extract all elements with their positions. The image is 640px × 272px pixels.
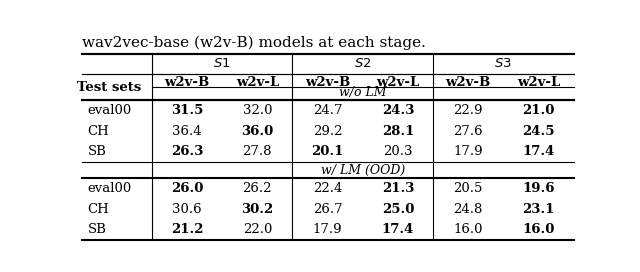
Text: 20.3: 20.3 (383, 145, 413, 158)
Text: 32.0: 32.0 (243, 104, 272, 117)
Text: 17.4: 17.4 (381, 223, 414, 236)
Text: 26.2: 26.2 (243, 182, 272, 195)
Text: 36.4: 36.4 (172, 125, 202, 138)
Text: 25.0: 25.0 (381, 203, 414, 216)
Text: w/ LM (OOD): w/ LM (OOD) (321, 163, 405, 177)
Text: 27.8: 27.8 (243, 145, 272, 158)
Text: 17.9: 17.9 (453, 145, 483, 158)
Text: SB: SB (88, 223, 106, 236)
Text: 17.9: 17.9 (313, 223, 342, 236)
Text: 22.0: 22.0 (243, 223, 272, 236)
Text: CH: CH (88, 125, 109, 138)
Text: w2v-B: w2v-B (305, 76, 350, 89)
Text: w/o LM: w/o LM (339, 86, 387, 99)
Text: 30.2: 30.2 (241, 203, 273, 216)
Text: 21.3: 21.3 (381, 182, 414, 195)
Text: w2v-L: w2v-L (376, 76, 419, 89)
Text: wav2vec-base (w2v-B) models at each stage.: wav2vec-base (w2v-B) models at each stag… (83, 36, 426, 50)
Text: 17.4: 17.4 (522, 145, 555, 158)
Text: w2v-L: w2v-L (236, 76, 279, 89)
Text: 16.0: 16.0 (453, 223, 483, 236)
Text: Test sets: Test sets (77, 81, 141, 94)
Text: w2v-L: w2v-L (516, 76, 560, 89)
Text: w2v-B: w2v-B (164, 76, 210, 89)
Text: $\mathit{S1}$: $\mathit{S1}$ (213, 57, 231, 70)
Text: 31.5: 31.5 (171, 104, 204, 117)
Text: 24.8: 24.8 (453, 203, 483, 216)
Text: $\mathit{S3}$: $\mathit{S3}$ (494, 57, 512, 70)
Text: 30.6: 30.6 (172, 203, 202, 216)
Text: 28.1: 28.1 (381, 125, 414, 138)
Text: 29.2: 29.2 (313, 125, 342, 138)
Text: 26.0: 26.0 (171, 182, 204, 195)
Text: 21.0: 21.0 (522, 104, 555, 117)
Text: CH: CH (88, 203, 109, 216)
Text: $\mathit{S2}$: $\mathit{S2}$ (354, 57, 371, 70)
Text: 26.7: 26.7 (313, 203, 342, 216)
Text: 20.5: 20.5 (453, 182, 483, 195)
Text: 27.6: 27.6 (453, 125, 483, 138)
Text: 21.2: 21.2 (171, 223, 204, 236)
Text: eval00: eval00 (88, 104, 132, 117)
Text: 22.4: 22.4 (313, 182, 342, 195)
Text: 24.5: 24.5 (522, 125, 555, 138)
Text: 36.0: 36.0 (241, 125, 273, 138)
Text: SB: SB (88, 145, 106, 158)
Text: 16.0: 16.0 (522, 223, 555, 236)
Text: 22.9: 22.9 (453, 104, 483, 117)
Text: w2v-B: w2v-B (445, 76, 491, 89)
Text: 23.1: 23.1 (522, 203, 555, 216)
Text: 24.7: 24.7 (313, 104, 342, 117)
Text: 20.1: 20.1 (312, 145, 344, 158)
Text: 26.3: 26.3 (171, 145, 204, 158)
Text: eval00: eval00 (88, 182, 132, 195)
Text: 19.6: 19.6 (522, 182, 555, 195)
Text: 24.3: 24.3 (381, 104, 414, 117)
